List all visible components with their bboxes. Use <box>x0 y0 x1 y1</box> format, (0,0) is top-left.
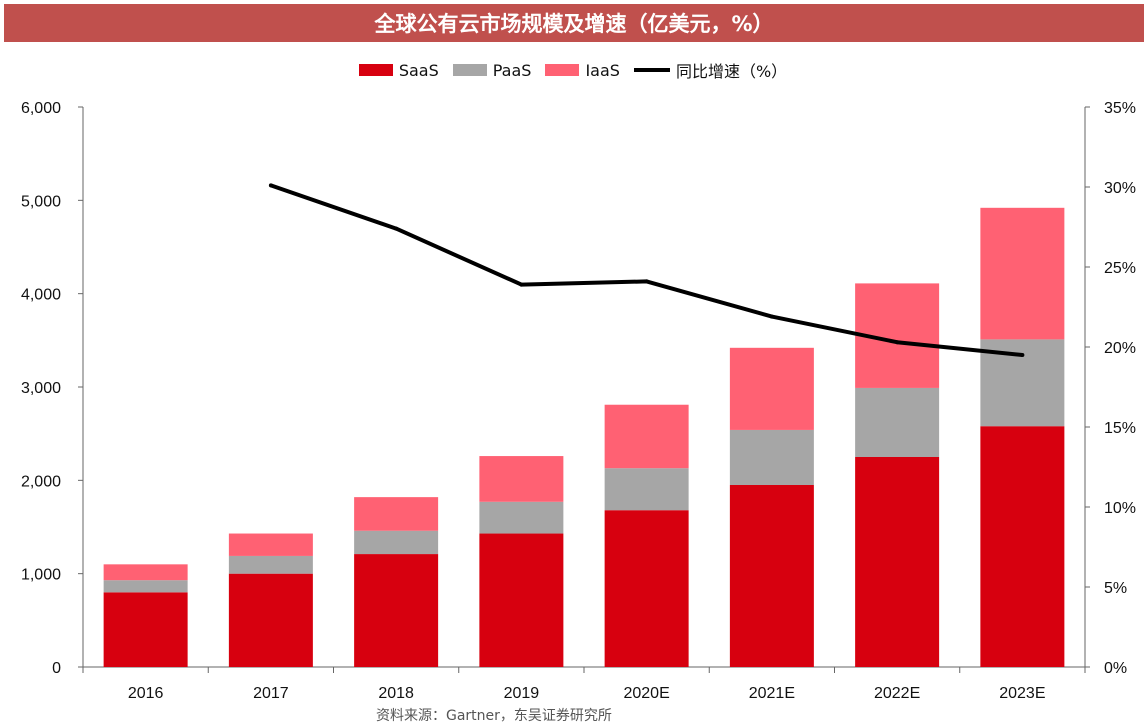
bar-iaas <box>604 404 689 469</box>
legend-label: IaaS <box>585 60 620 80</box>
bar-saas <box>855 457 940 667</box>
growth-point <box>644 279 649 284</box>
left-tick-label: 4,000 <box>21 287 61 304</box>
bar-iaas <box>354 497 439 531</box>
right-tick-label: 15% <box>1104 420 1136 437</box>
x-tick-label: 2020E <box>623 685 669 702</box>
growth-point <box>268 183 273 188</box>
bar-saas <box>729 485 814 667</box>
legend-item-paas: PaaS <box>452 60 532 80</box>
right-tick-label: 35% <box>1104 100 1136 117</box>
bar-saas <box>980 426 1065 667</box>
growth-point <box>519 282 524 287</box>
left-tick-label: 0 <box>52 660 61 677</box>
legend-swatch <box>358 64 393 76</box>
bar-paas <box>604 468 689 511</box>
right-tick-label: 25% <box>1104 260 1136 277</box>
right-tick-label: 5% <box>1104 580 1127 597</box>
x-tick-label: 2021E <box>749 685 795 702</box>
bar-iaas <box>980 207 1065 340</box>
bar-saas <box>479 533 564 667</box>
source-note: 资料来源：Gartner，东吴证券研究所 <box>376 708 612 724</box>
bar-iaas <box>103 564 188 581</box>
legend-label: SaaS <box>398 60 439 80</box>
right-tick-label: 10% <box>1104 500 1136 517</box>
x-tick-label: 2022E <box>874 685 920 702</box>
legend-swatch <box>633 68 670 72</box>
bar-paas <box>479 501 564 534</box>
bar-iaas <box>228 533 313 556</box>
growth-point <box>895 340 900 345</box>
legend-swatch <box>545 64 580 76</box>
x-tick-label: 2023E <box>999 685 1045 702</box>
chart-title: 全球公有云市场规模及增速（亿美元，%） <box>4 4 1144 42</box>
left-tick-label: 2,000 <box>21 473 61 490</box>
bar-paas <box>729 429 814 485</box>
growth-point <box>1020 353 1025 357</box>
right-tick-label: 20% <box>1104 340 1136 357</box>
growth-point <box>769 314 774 319</box>
left-tick-label: 1,000 <box>21 567 61 584</box>
legend-label: PaaS <box>492 60 532 80</box>
bar-paas <box>354 530 439 555</box>
bar-paas <box>103 580 188 593</box>
x-tick-label: 2019 <box>504 685 540 702</box>
legend-label: 同比增速（%） <box>675 62 788 81</box>
left-tick-label: 3,000 <box>21 380 61 397</box>
left-tick-label: 6,000 <box>21 100 61 117</box>
legend-item-iaas: IaaS <box>545 60 620 80</box>
bar-saas <box>354 554 439 667</box>
right-tick-label: 30% <box>1104 180 1136 197</box>
legend-item-series: 同比增速（%） <box>633 58 788 82</box>
bar-saas <box>103 592 188 667</box>
bar-iaas <box>729 347 814 430</box>
legend: SaaS PaaS IaaS 同比增速（%） <box>0 56 1146 84</box>
left-tick-label: 5,000 <box>21 193 61 210</box>
growth-point <box>394 226 399 231</box>
x-tick-label: 2017 <box>253 685 289 702</box>
bar-paas <box>228 555 313 574</box>
bar-saas <box>228 573 313 667</box>
x-tick-label: 2018 <box>378 685 414 702</box>
legend-item-saas: SaaS <box>358 60 439 80</box>
bar-paas <box>855 387 940 457</box>
legend-swatch <box>452 64 487 76</box>
x-tick-label: 2016 <box>128 685 164 702</box>
bar-saas <box>604 510 689 667</box>
right-tick-label: 0% <box>1104 660 1127 677</box>
bar-iaas <box>479 456 564 502</box>
